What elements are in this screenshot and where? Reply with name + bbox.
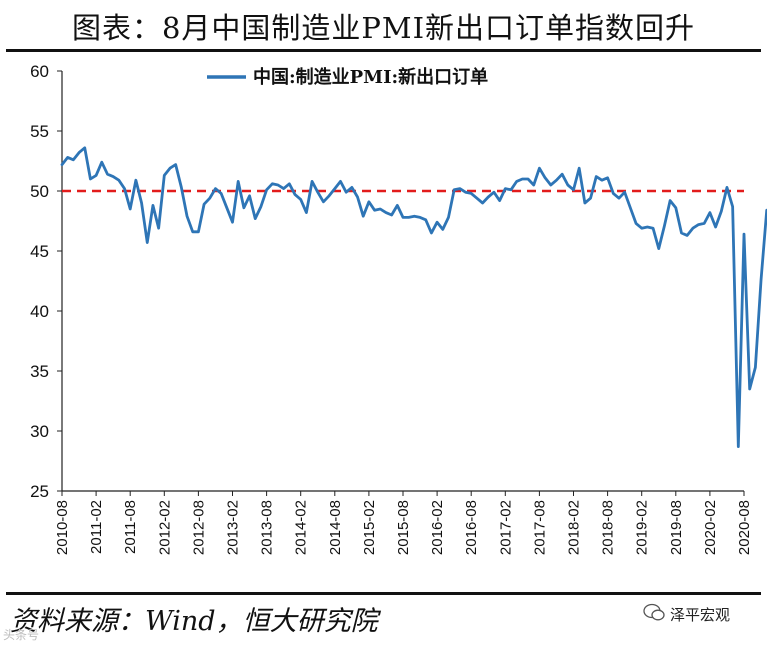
x-tick-label: 2017-02 (497, 500, 514, 555)
x-tick-label: 2015-08 (395, 500, 412, 555)
x-tick-label: 2019-08 (668, 500, 685, 555)
chart-title: 图表：8月中国制造业PMI新出口订单指数回升 (71, 11, 696, 45)
x-tick-label: 2011-08 (122, 500, 139, 554)
x-tick-label: 2015-02 (361, 500, 378, 555)
x-tick-label: 2012-08 (190, 500, 207, 555)
y-tick-label: 40 (30, 302, 49, 321)
y-tick-label: 55 (30, 122, 49, 141)
wechat-icon (643, 603, 665, 621)
footer-rule (6, 592, 761, 595)
x-tick-label: 2010-08 (54, 500, 71, 555)
x-tick-label: 2018-02 (566, 500, 583, 555)
x-tick-label: 2014-08 (327, 500, 344, 555)
line-chart: 25 30 35 40 45 50 55 60 2010-08 2011-02 2011-08 201… (30, 62, 767, 555)
x-tick-label: 2013-08 (259, 500, 276, 555)
brand-label: 泽平宏观 (670, 606, 731, 624)
x-tick-label: 2013-02 (225, 500, 242, 555)
axes-layer: 25 30 35 40 45 50 55 60 2010-08 2011-02 2011-08 201… (30, 62, 753, 555)
legend: 中国:制造业PMI:新出口订单 (207, 66, 488, 88)
y-tick-label: 60 (30, 62, 49, 81)
x-tick-label: 2020-02 (702, 500, 719, 555)
series-line (60, 146, 767, 448)
y-tick-label: 25 (30, 482, 49, 501)
y-tick-label: 30 (30, 422, 49, 441)
x-tick-label: 2012-02 (156, 500, 173, 555)
legend-label: 中国:制造业PMI:新出口订单 (253, 66, 488, 88)
y-tick-label: 50 (30, 182, 49, 201)
x-tick-label: 2018-08 (600, 500, 617, 555)
x-tick-label: 2014-02 (293, 500, 310, 555)
x-tick-label: 2011-02 (88, 500, 105, 554)
x-tick-label: 2016-02 (429, 500, 446, 555)
x-tick-label: 2019-02 (634, 500, 651, 555)
x-tick-label: 2017-08 (531, 500, 548, 555)
y-tick-label: 35 (30, 362, 49, 381)
y-tick-label: 45 (30, 242, 49, 261)
series-layer (60, 146, 767, 448)
x-tick-label: 2020-08 (736, 500, 753, 555)
source-note: 资料来源：Wind，恒大研究院 (10, 606, 378, 637)
title-rule (6, 49, 761, 52)
watermark: 头条号 (3, 628, 40, 642)
x-tick-label: 2016-08 (463, 500, 480, 555)
